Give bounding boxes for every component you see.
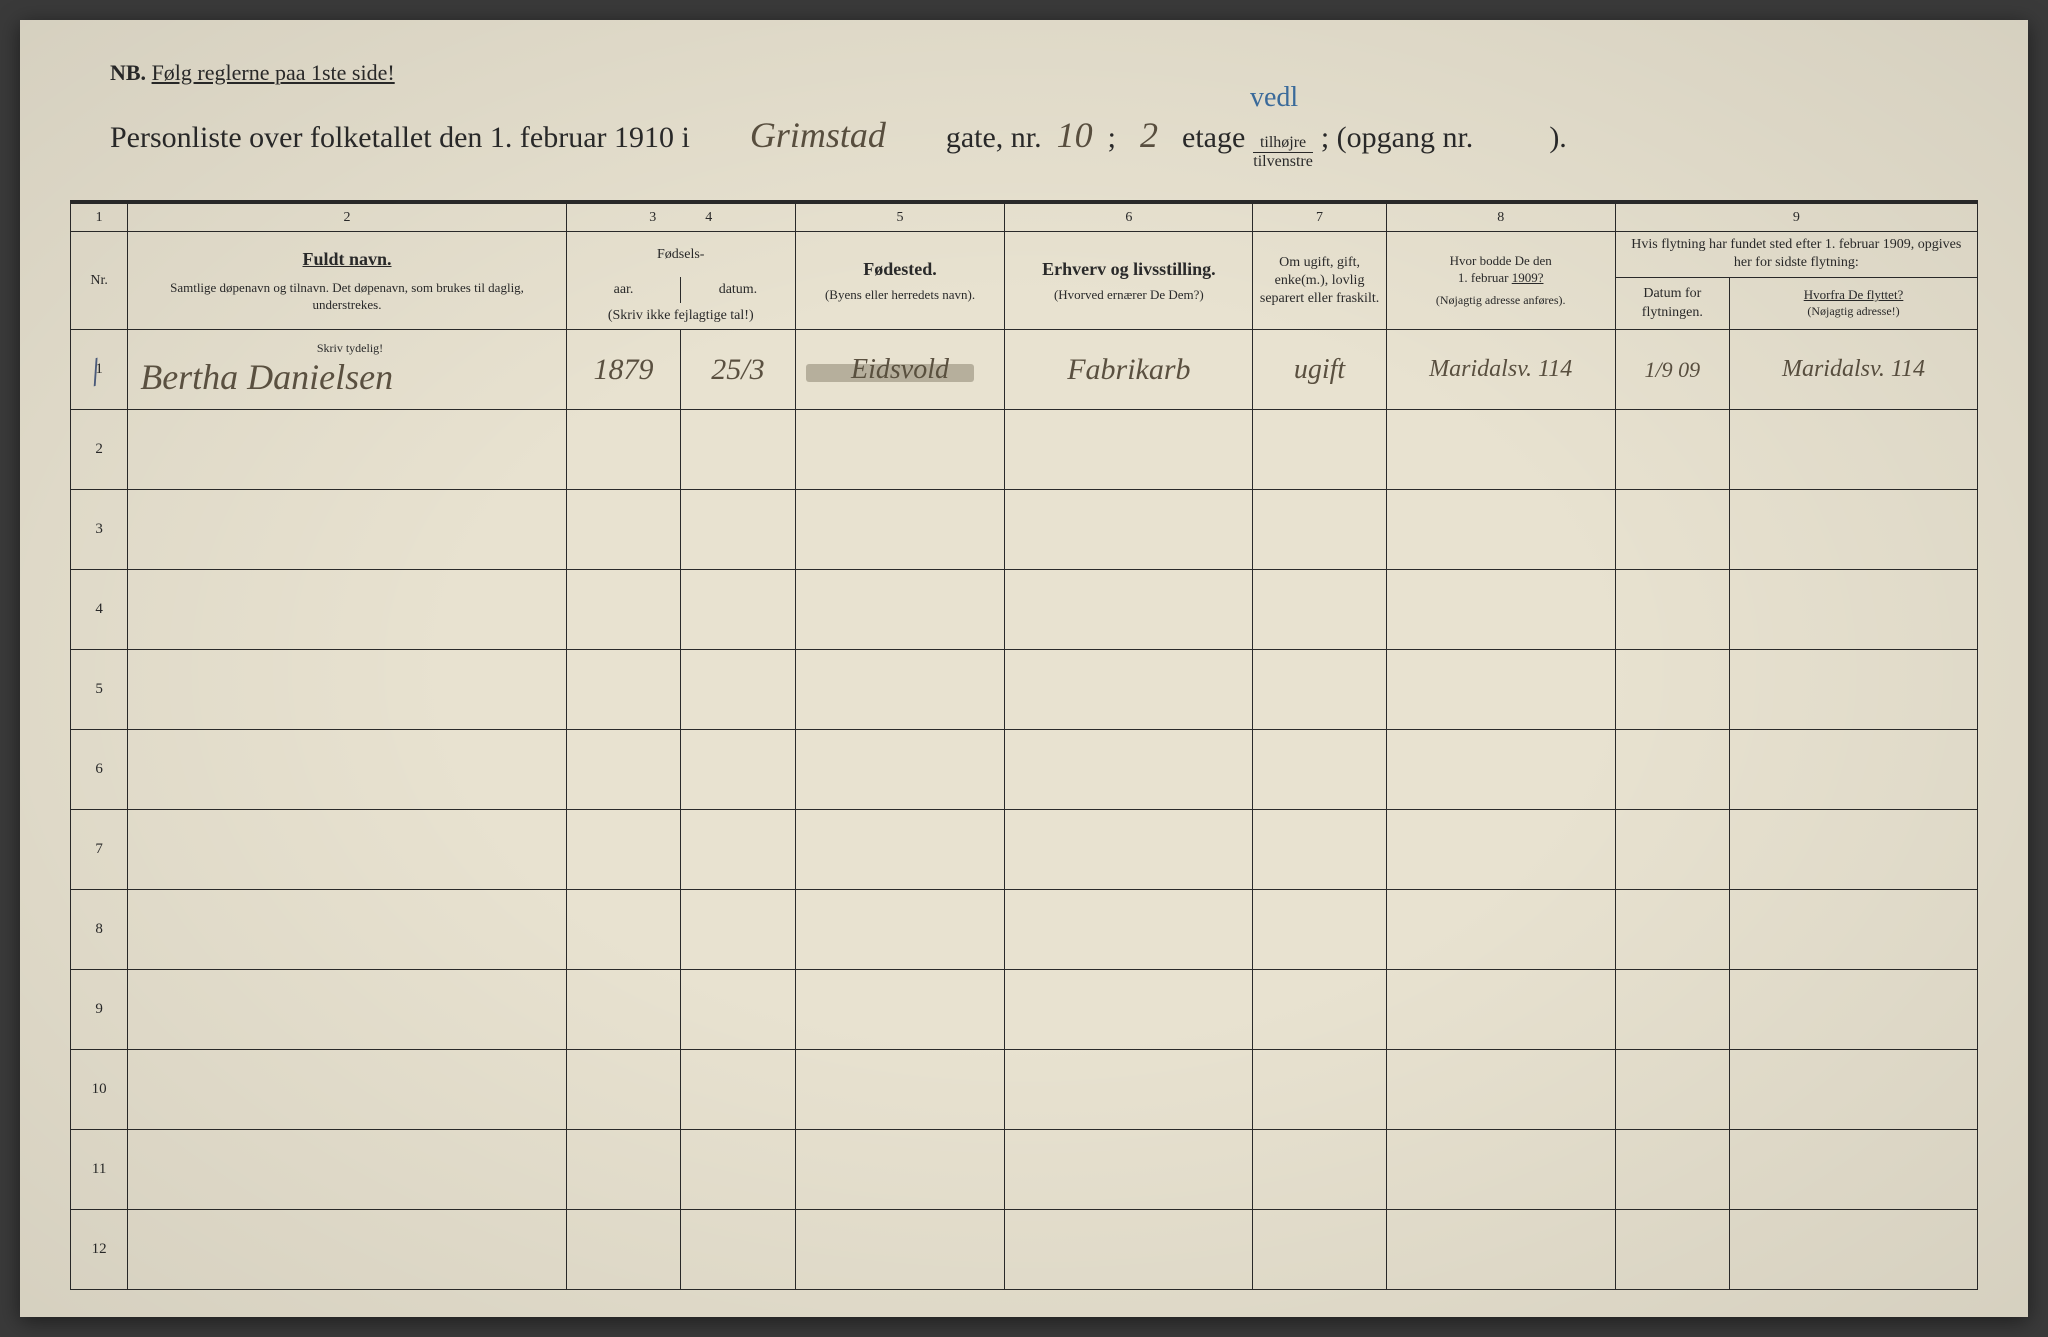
hdr-move-from: Hvorfra De flyttet? (Nøjagtig adresse!) bbox=[1730, 277, 1978, 330]
hdr-birth-top: Fødsels- bbox=[566, 232, 795, 277]
hdr-birthplace-main: Fødested. bbox=[802, 258, 999, 281]
header-row-main: Nr. Fuldt navn. Samtlige døpenavn og til… bbox=[71, 232, 1978, 277]
cell-movefrom: Maridalsv. 114 bbox=[1730, 330, 1978, 410]
cell-name: Skriv tydelig! Bertha Danielsen / bbox=[128, 330, 567, 410]
colnum-1: 1 bbox=[71, 204, 128, 232]
data-row: 4 bbox=[71, 570, 1978, 650]
fraction-bot: tilvenstre bbox=[1253, 153, 1313, 171]
data-row: 9 bbox=[71, 970, 1978, 1050]
hdr-1909-main: Hvor bodde De den1. februar 1909? bbox=[1393, 253, 1609, 287]
cell-addr1909: Maridalsv. 114 bbox=[1386, 330, 1615, 410]
census-table: 1 2 3 4 5 6 7 8 9 Nr. Fuldt navn. Samtli… bbox=[70, 203, 1978, 1290]
hdr-marital: Om ugift, gift, enke(m.), lovlig separer… bbox=[1253, 232, 1386, 330]
colnum-9: 9 bbox=[1615, 204, 1977, 232]
data-row: 12 bbox=[71, 1210, 1978, 1290]
data-row: 8 bbox=[71, 890, 1978, 970]
colnum-8: 8 bbox=[1386, 204, 1615, 232]
data-row: 11 bbox=[71, 1130, 1978, 1210]
nb-text: Følg reglerne paa 1ste side! bbox=[152, 60, 395, 85]
hdr-1909-sub: (Nøjagtig adresse anføres). bbox=[1393, 293, 1609, 309]
column-number-row: 1 2 3 4 5 6 7 8 9 bbox=[71, 204, 1978, 232]
semicolon: ; bbox=[1108, 121, 1116, 155]
colnum-6: 6 bbox=[1005, 204, 1253, 232]
cell-marital: ugift bbox=[1253, 330, 1386, 410]
hdr-occupation: Erhverv og livsstilling. (Hvorved ernære… bbox=[1005, 232, 1253, 330]
opgang-close: ). bbox=[1549, 121, 1567, 155]
hdr-occ-main: Erhverv og livsstilling. bbox=[1011, 258, 1246, 281]
data-row: 7 bbox=[71, 810, 1978, 890]
hdr-move-top: Hvis flytning har fundet sted efter 1. f… bbox=[1615, 232, 1977, 277]
gate-nr-hw: 10 bbox=[1050, 114, 1100, 156]
opgang-label: ; (opgang nr. bbox=[1321, 121, 1473, 155]
side-fraction: tilhøjre tilvenstre bbox=[1253, 134, 1313, 170]
data-row-1: 1 Skriv tydelig! Bertha Danielsen / 1879… bbox=[71, 330, 1978, 410]
skriv-tydelig: Skriv tydelig! bbox=[140, 341, 560, 356]
hdr-move-date: Datum for flytningen. bbox=[1615, 277, 1729, 330]
street-name-hw: Grimstad bbox=[698, 114, 938, 157]
colnum-5: 5 bbox=[795, 204, 1005, 232]
etage-hw: 2 bbox=[1124, 114, 1174, 156]
census-form-page: vedl NB. Følg reglerne paa 1ste side! Pe… bbox=[20, 20, 2028, 1317]
cell-birthplace: Eidsvold bbox=[795, 330, 1005, 410]
hdr-nr: Nr. bbox=[71, 232, 128, 330]
data-row: 6 bbox=[71, 730, 1978, 810]
data-row: 2 bbox=[71, 410, 1978, 490]
hdr-birth-note: (Skriv ikke fejlagtige tal!) bbox=[566, 303, 795, 330]
hdr-birthplace: Fødested. (Byens eller herredets navn). bbox=[795, 232, 1005, 330]
hdr-name-main: Fuldt navn. bbox=[134, 248, 560, 271]
colnum-2: 2 bbox=[128, 204, 567, 232]
hdr-occ-sub: (Hvorved ernærer De Dem?) bbox=[1011, 287, 1246, 304]
name-hw: Bertha Danielsen bbox=[140, 357, 393, 397]
fraction-top: tilhøjre bbox=[1253, 134, 1313, 153]
table-header: 1 2 3 4 5 6 7 8 9 Nr. Fuldt navn. Samtli… bbox=[71, 204, 1978, 330]
table-body: 1 Skriv tydelig! Bertha Danielsen / 1879… bbox=[71, 330, 1978, 1290]
colnum-34: 3 4 bbox=[566, 204, 795, 232]
hdr-name-sub: Samtlige døpenavn og tilnavn. Det døpena… bbox=[134, 280, 560, 314]
data-row: 5 bbox=[71, 650, 1978, 730]
cell-occupation: Fabrikarb bbox=[1005, 330, 1253, 410]
nb-label: NB. bbox=[110, 60, 146, 85]
cell-year: 1879 bbox=[566, 330, 680, 410]
hdr-addr1909: Hvor bodde De den1. februar 1909? (Nøjag… bbox=[1386, 232, 1615, 330]
hdr-date: datum. bbox=[681, 277, 795, 303]
colnum-7: 7 bbox=[1253, 204, 1386, 232]
cell-date: 25/3 bbox=[681, 330, 795, 410]
data-row: 10 bbox=[71, 1050, 1978, 1130]
nb-instruction: NB. Følg reglerne paa 1ste side! bbox=[110, 60, 1978, 86]
hdr-name: Fuldt navn. Samtlige døpenavn og tilnavn… bbox=[128, 232, 567, 330]
title-prefix: Personliste over folketallet den 1. febr… bbox=[110, 121, 690, 155]
data-row: 3 bbox=[71, 490, 1978, 570]
hdr-birthplace-sub: (Byens eller herredets navn). bbox=[802, 287, 999, 304]
annotation-vedl: vedl bbox=[1250, 82, 1298, 114]
form-title-line: Personliste over folketallet den 1. febr… bbox=[110, 114, 1978, 170]
cell-movedate: 1/9 09 bbox=[1615, 330, 1729, 410]
etage-label: etage bbox=[1182, 121, 1245, 155]
hdr-year: aar. bbox=[566, 277, 680, 303]
gate-label: gate, nr. bbox=[946, 121, 1042, 155]
